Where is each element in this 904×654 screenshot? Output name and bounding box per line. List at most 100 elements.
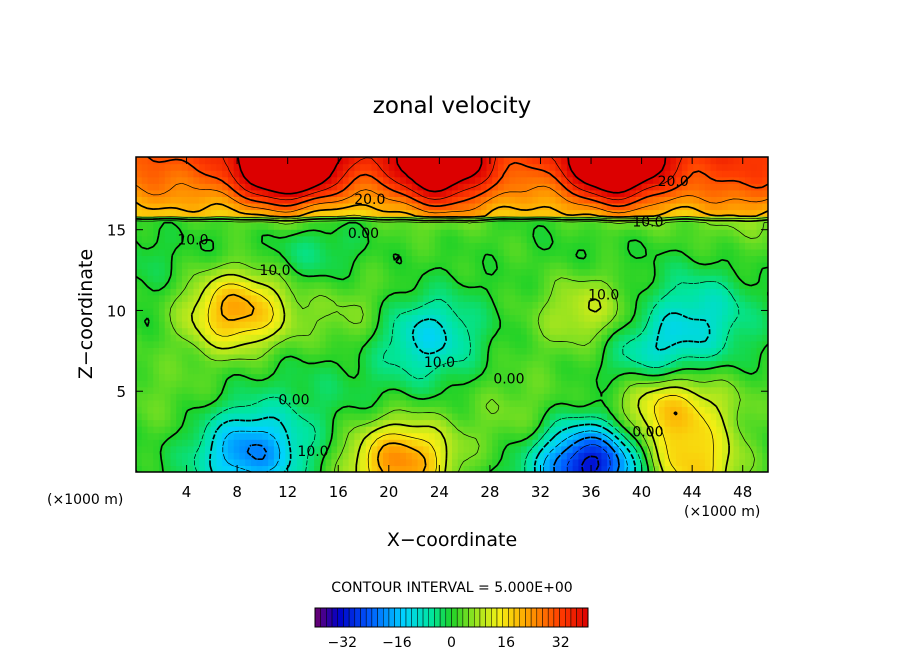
heatmap-cell (704, 386, 712, 394)
heatmap-cell (164, 399, 172, 407)
heatmap-cell (635, 393, 643, 401)
heatmap-cell (607, 347, 614, 355)
heatmap-cell (572, 196, 579, 204)
heatmap-cell (756, 373, 763, 381)
heatmap-cell (658, 314, 666, 322)
heatmap-cell (532, 334, 539, 342)
heatmap-cell (739, 281, 746, 289)
heatmap-cell (578, 262, 585, 270)
heatmap-cell (365, 314, 373, 322)
heatmap-cell (371, 340, 378, 348)
heatmap-cell (314, 294, 321, 302)
heatmap-cell (210, 235, 218, 243)
heatmap-cell (532, 406, 539, 414)
heatmap-cell (354, 229, 361, 237)
heatmap-cell (302, 229, 309, 237)
heatmap-cell (296, 360, 304, 368)
heatmap-cell (411, 189, 419, 197)
heatmap-cell (377, 262, 384, 270)
heatmap-cell (555, 445, 562, 453)
heatmap-cell (273, 452, 281, 460)
heatmap-cell (296, 248, 304, 257)
heatmap-cell (360, 439, 367, 447)
heatmap-cell (653, 281, 660, 289)
heatmap-cell (394, 367, 401, 375)
heatmap-cell (676, 229, 683, 237)
heatmap-cell (377, 235, 384, 243)
heatmap-cell (733, 334, 740, 342)
heatmap-cell (716, 222, 723, 230)
heatmap-cell (308, 209, 315, 217)
heatmap-cell (561, 393, 568, 401)
heatmap-cell (687, 183, 694, 191)
heatmap-cell (153, 307, 160, 316)
heatmap-cell (371, 334, 378, 342)
heatmap-cell (750, 229, 758, 237)
heatmap-cell (561, 432, 568, 440)
heatmap-cell (394, 189, 401, 197)
heatmap-cell (647, 235, 654, 243)
heatmap-cell (532, 347, 539, 355)
heatmap-cell (727, 360, 735, 368)
heatmap-cell (497, 373, 505, 381)
heatmap-cell (566, 367, 574, 375)
heatmap-cell (377, 452, 384, 460)
heatmap-cell (250, 242, 258, 250)
heatmap-cell (337, 353, 344, 362)
heatmap-cell (354, 209, 361, 217)
heatmap-cell (176, 288, 183, 296)
heatmap-cell (337, 242, 344, 250)
heatmap-cell (377, 373, 384, 381)
heatmap-cell (383, 465, 390, 472)
heatmap-cell (354, 255, 361, 263)
heatmap-cell (227, 268, 235, 276)
heatmap-cell (141, 301, 149, 309)
heatmap-cell (136, 452, 143, 460)
heatmap-cell (566, 380, 574, 388)
heatmap-cell (245, 367, 252, 375)
heatmap-cell (653, 242, 660, 250)
heatmap-cell (635, 321, 643, 329)
heatmap-cell (308, 426, 315, 434)
heatmap-cell (722, 202, 729, 211)
heatmap-cell (256, 314, 263, 322)
heatmap-cell (308, 229, 315, 237)
heatmap-cell (158, 314, 166, 322)
heatmap-cell (452, 196, 459, 204)
heatmap-cell (158, 288, 166, 296)
heatmap-cell (538, 426, 545, 434)
heatmap-cell (607, 248, 614, 257)
heatmap-cell (710, 327, 717, 335)
heatmap-cell (147, 196, 154, 204)
heatmap-cell (204, 321, 212, 329)
heatmap-cell (589, 321, 597, 329)
heatmap-cell (429, 216, 436, 224)
heatmap-cell (693, 189, 700, 197)
heatmap-cell (291, 360, 298, 368)
heatmap-cell (325, 393, 332, 401)
heatmap-cell (440, 347, 447, 355)
heatmap-cell (371, 262, 378, 270)
heatmap-cell (676, 189, 683, 197)
heatmap-cell (670, 334, 677, 342)
heatmap-cell (480, 373, 488, 381)
heatmap-cell (446, 235, 453, 243)
heatmap-cell (331, 235, 338, 243)
heatmap-cell (727, 216, 735, 224)
heatmap-cell (727, 347, 735, 355)
heatmap-cell (296, 327, 304, 335)
heatmap-cell (256, 189, 263, 197)
heatmap-cell (348, 321, 355, 329)
heatmap-cell (756, 321, 763, 329)
heatmap-cell (302, 183, 309, 191)
heatmap-cell (222, 412, 229, 421)
heatmap-cell (371, 268, 378, 276)
heatmap-cell (584, 426, 591, 434)
heatmap-cell (423, 367, 430, 375)
heatmap-cell (429, 432, 436, 440)
heatmap-cell (716, 386, 723, 394)
heatmap-cell (584, 373, 591, 381)
heatmap-cell (429, 307, 436, 316)
heatmap-cell (210, 209, 218, 217)
heatmap-cell (342, 202, 350, 211)
